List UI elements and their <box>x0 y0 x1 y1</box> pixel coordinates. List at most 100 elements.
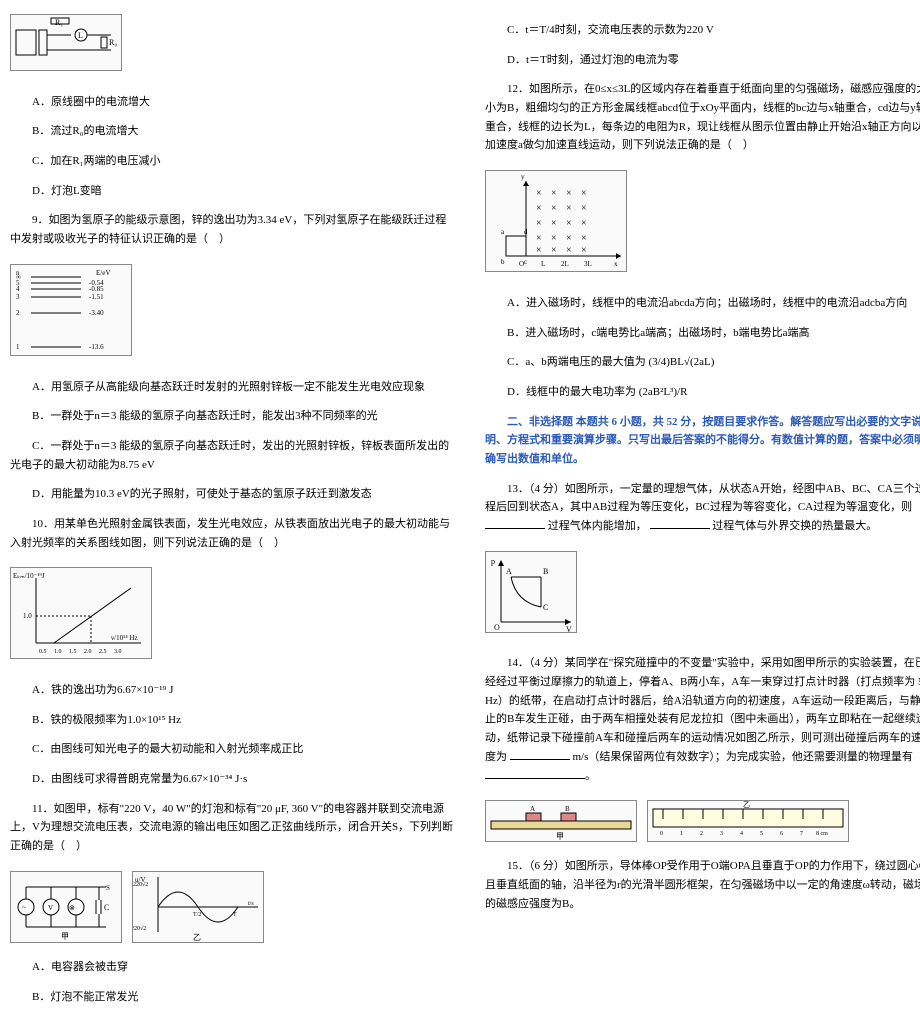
svg-text:0: 0 <box>660 831 663 837</box>
q11-figures-row: ~ V ⊗ C 甲 S u/V 220√2 -220√2 T/2 T t/s 乙 <box>10 867 455 947</box>
svg-text:0.5: 0.5 <box>39 649 47 655</box>
svg-text:1: 1 <box>680 831 683 837</box>
svg-text:T/2: T/2 <box>193 912 201 918</box>
q14-stem: 14．（4 分）某同学在"探究碰撞中的不变量"实验中，采用如图甲所示的实验装置，… <box>485 654 920 785</box>
q8-circuit-figure: L R₀ R₁ <box>10 14 122 71</box>
svg-text:2.5: 2.5 <box>99 649 107 655</box>
svg-text:×: × <box>566 203 572 214</box>
svg-text:×: × <box>536 245 542 256</box>
svg-text:220√2: 220√2 <box>133 881 148 888</box>
svg-text:B: B <box>565 805 570 813</box>
svg-text:甲: 甲 <box>556 832 564 841</box>
svg-text:×: × <box>581 218 587 229</box>
svg-text:×: × <box>566 245 572 256</box>
svg-text:-220√2: -220√2 <box>133 925 146 932</box>
svg-text:V: V <box>566 625 572 632</box>
q11-wave-figure: u/V 220√2 -220√2 T/2 T t/s 乙 <box>132 871 264 943</box>
svg-text:~: ~ <box>22 904 26 912</box>
svg-text:3L: 3L <box>584 260 592 268</box>
svg-text:7: 7 <box>800 831 803 837</box>
svg-text:T: T <box>233 912 237 918</box>
q14-figures-row: A B 甲 012345678 cm 乙 <box>485 796 920 846</box>
svg-text:8 cm: 8 cm <box>816 831 828 837</box>
svg-text:2: 2 <box>700 831 703 837</box>
svg-text:×: × <box>566 218 572 229</box>
svg-text:t/s: t/s <box>248 901 254 907</box>
q14-blank-2 <box>485 767 585 779</box>
svg-text:×: × <box>581 203 587 214</box>
svg-text:3: 3 <box>16 293 20 301</box>
q11-circuit-figure: ~ V ⊗ C 甲 S <box>10 871 122 943</box>
q9-stem: 9．如图为氢原子的能级示意图，锌的逸出功为3.34 eV，下列对氢原子在能级跃迁… <box>10 211 455 248</box>
q13-text-3: 过程气体与外界交换的热量最大。 <box>712 520 877 532</box>
svg-text:×: × <box>581 245 587 256</box>
svg-text:×: × <box>536 203 542 214</box>
svg-text:y: y <box>521 173 525 181</box>
q13-blank-1 <box>485 517 545 529</box>
q9-opt-c: C．一群处于n＝3 能级的氢原子向基态跃迁时，发出的光照射锌板，锌板表面所发出的… <box>10 437 455 474</box>
svg-text:Eₖₘ/10⁻¹⁹J: Eₖₘ/10⁻¹⁹J <box>13 572 45 580</box>
svg-text:×: × <box>536 218 542 229</box>
svg-text:p: p <box>491 557 495 566</box>
svg-text:×: × <box>581 188 587 199</box>
q8-opt-d: D．灯泡L变暗 <box>10 182 455 201</box>
q10-opt-b: B．铁的极限频率为1.0×10¹⁵ Hz <box>10 711 455 730</box>
svg-text:2L: 2L <box>561 260 569 268</box>
q12-opt-a: A．进入磁场时，线框中的电流沿abcda方向；出磁场时，线框中的电流沿adcba… <box>485 294 920 313</box>
q9-energy-level-figure: nE/eV ∞ 5-0.54 4-0.85 3-1.51 2-3.40 1-13… <box>10 264 132 356</box>
q13-stem-text: 13．（4 分）如图所示，一定量的理想气体，从状态A开始，经图中AB、BC、CA… <box>485 483 920 514</box>
svg-text:⊗: ⊗ <box>69 904 75 912</box>
svg-text:×: × <box>551 233 557 244</box>
q8-opt-b: B．流过R₀的电流增大 <box>10 122 455 141</box>
q13-pv-figure: p V O ABC <box>485 551 577 633</box>
q12-opt-b: B．进入磁场时，c端电势比a端高；出磁场时，b端电势比a端高 <box>485 324 920 343</box>
svg-text:-0.85: -0.85 <box>89 285 104 293</box>
q12-stem: 12．如图所示，在0≤x≤3L的区域内存在着垂直于纸面向里的匀强磁场，磁感应强度… <box>485 80 920 155</box>
q11-opt-d: D．t＝T时刻，通过灯泡的电流为零 <box>485 51 920 70</box>
svg-text:S: S <box>106 884 110 892</box>
svg-text:1: 1 <box>16 343 20 351</box>
svg-text:C: C <box>104 903 109 912</box>
svg-text:a: a <box>501 228 505 236</box>
q10-stem: 10．用某单色光照射金属铁表面，发生光电效应，从铁表面放出光电子的最大初动能与入… <box>10 515 455 552</box>
q11-opt-a: A．电容器会被击穿 <box>10 958 455 977</box>
svg-text:b: b <box>501 258 505 266</box>
svg-text:-13.6: -13.6 <box>89 343 104 351</box>
section-2-title: 二、非选择题 本题共 6 小题，共 52 分，按题目要求作答。解答题应写出必要的… <box>485 413 920 469</box>
svg-text:6: 6 <box>780 831 783 837</box>
q13-stem: 13．（4 分）如图所示，一定量的理想气体，从状态A开始，经图中AB、BC、CA… <box>485 480 920 536</box>
q12-opt-c: C．a、b两端电压的最大值为 (3/4)BL√(2aL) <box>485 353 920 372</box>
q14-track-figure: A B 甲 <box>485 800 637 842</box>
svg-text:1.0: 1.0 <box>23 612 32 620</box>
svg-text:x: x <box>614 260 618 268</box>
svg-text:R₁: R₁ <box>55 18 63 27</box>
ek-freq-chart-svg: Eₖₘ/10⁻¹⁹J 1.0 0.51.01.52.02.53.0 ν/10¹⁴… <box>11 568 151 658</box>
q10-opt-c: C．由图线可知光电子的最大初动能和入射光频率成正比 <box>10 740 455 759</box>
svg-text:d: d <box>524 228 528 236</box>
transformer-circuit-svg: L R₀ R₁ <box>11 15 121 70</box>
svg-text:-3.40: -3.40 <box>89 309 104 317</box>
svg-text:1.5: 1.5 <box>69 649 77 655</box>
svg-text:×: × <box>566 188 572 199</box>
svg-text:L: L <box>541 260 545 268</box>
q14-blank-1 <box>510 748 570 760</box>
svg-text:×: × <box>536 233 542 244</box>
svg-text:2: 2 <box>16 309 20 317</box>
right-column: C．t＝T/4时刻，交流电压表的示数为220 V D．t＝T时刻，通过灯泡的电流… <box>485 10 920 1017</box>
q14-ruler-figure: 012345678 cm 乙 <box>647 800 849 842</box>
q8-opt-a: A．原线圈中的电流增大 <box>10 93 455 112</box>
svg-text:O: O <box>494 623 500 632</box>
q9-opt-d: D．用能量为10.3 eV的光子照射，可使处于基态的氢原子跃迁到激发态 <box>10 485 455 504</box>
q10-opt-d: D．由图线可求得普朗克常量为6.67×10⁻³⁴ J·s <box>10 770 455 789</box>
q12-opt-d: D．线框中的最大电功率为 (2aB²L³)/R <box>485 383 920 402</box>
svg-text:×: × <box>551 245 557 256</box>
q8-opt-c: C．加在R₁两端的电压减小 <box>10 152 455 171</box>
svg-text:×: × <box>566 233 572 244</box>
svg-text:C: C <box>543 603 548 612</box>
q9-opt-a: A．用氢原子从高能级向基态跃迁时发射的光照射锌板一定不能发生光电效应现象 <box>10 378 455 397</box>
q13-blank-2 <box>650 517 710 529</box>
q11-opt-c: C．t＝T/4时刻，交流电压表的示数为220 V <box>485 21 920 40</box>
q10-chart-figure: Eₖₘ/10⁻¹⁹J 1.0 0.51.01.52.02.53.0 ν/10¹⁴… <box>10 567 152 659</box>
q11-stem: 11．如图甲，标有"220 V，40 W"的灯泡和标有"20 μF, 360 V… <box>10 800 455 856</box>
energy-levels-svg: nE/eV ∞ 5-0.54 4-0.85 3-1.51 2-3.40 1-13… <box>11 265 131 355</box>
